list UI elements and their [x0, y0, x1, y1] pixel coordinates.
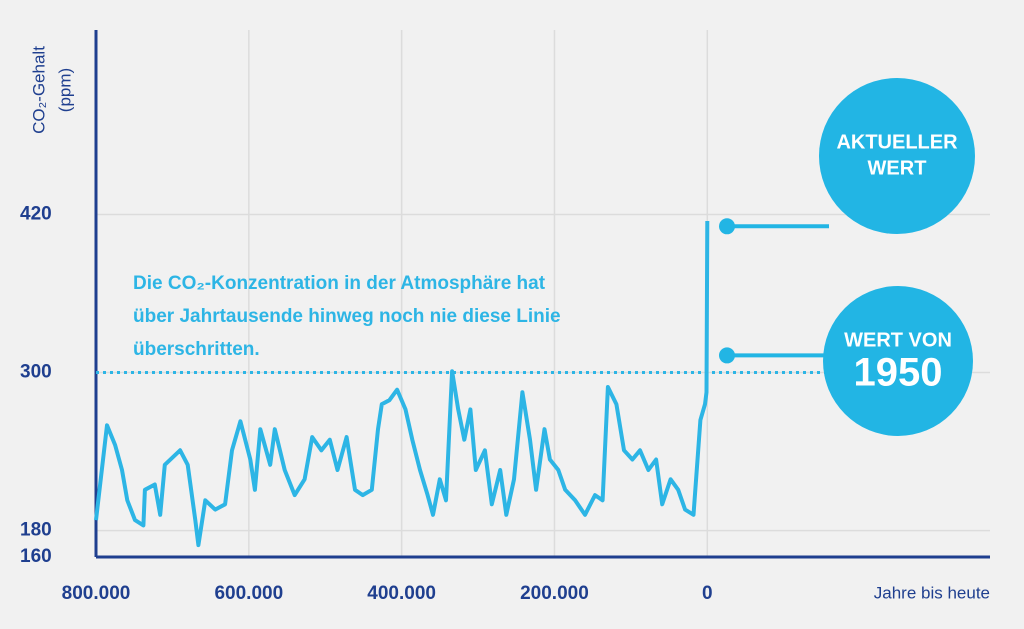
- y-axis-label: CO₂-Gehalt: [29, 46, 48, 134]
- callout-text: 1950: [854, 351, 943, 395]
- callout-bubble: [819, 78, 975, 234]
- callout-text: WERT: [868, 157, 927, 179]
- y-axis-label: (ppm): [55, 68, 74, 112]
- x-tick-label: 400.000: [367, 583, 436, 604]
- y-tick-label: 420: [20, 203, 52, 224]
- x-tick-label: 200.000: [520, 583, 589, 604]
- callout-pin: [719, 218, 735, 235]
- annotation: über Jahrtausende hinweg noch nie diese …: [133, 306, 561, 327]
- y-tick-label: 300: [20, 362, 52, 383]
- x-tick-label: 600.000: [214, 583, 283, 604]
- x-axis-label: Jahre bis heute: [874, 583, 990, 602]
- x-tick-label: 0: [702, 583, 713, 604]
- line-series: [94, 220, 710, 548]
- callout-pin: [719, 347, 735, 364]
- callout-text: WERT VON: [844, 329, 952, 351]
- x-tick-label: 800.000: [62, 583, 131, 604]
- y-tick-label: 160: [20, 546, 52, 567]
- callout-bubble: [823, 286, 973, 436]
- y-tick-label: 180: [20, 520, 52, 541]
- annotation: überschritten.: [133, 339, 260, 360]
- annotation: Die CO₂-Konzentration in der Atmosphäre …: [133, 273, 546, 294]
- callout-text: AKTUELLER: [836, 131, 958, 153]
